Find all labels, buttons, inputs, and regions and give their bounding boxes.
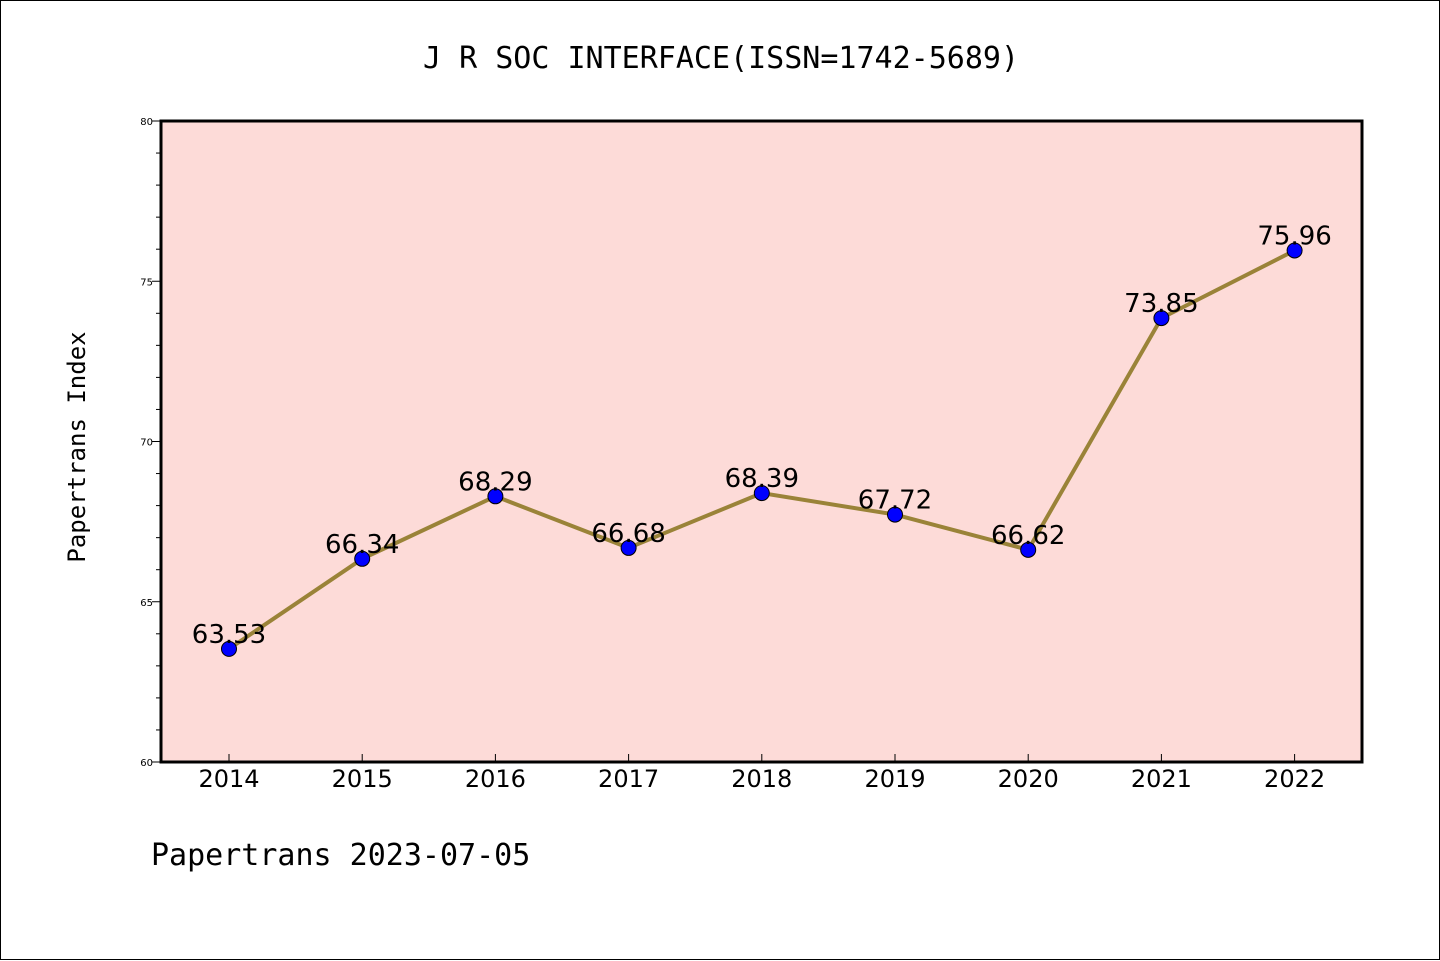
x-tick-label: 2015 (332, 765, 393, 793)
y-tick-label: 80 (140, 117, 153, 128)
data-point (221, 640, 237, 657)
plot-border (159, 119, 1364, 764)
data-label: 66.34 (325, 530, 399, 560)
x-tick-label: 2018 (731, 765, 792, 793)
data-point (887, 506, 903, 523)
plot-area (161, 121, 1362, 762)
y-tick-label: 65 (140, 598, 153, 609)
x-tick-label: 2014 (198, 765, 259, 793)
data-label: 68.39 (725, 464, 799, 494)
x-tick-label: 2016 (465, 765, 526, 793)
data-label: 63.53 (192, 620, 266, 650)
data-label: 75.96 (1257, 221, 1331, 251)
data-point (487, 488, 504, 505)
y-axis-label: Papertrans Index (63, 331, 91, 562)
data-label: 66.68 (591, 519, 665, 549)
y-axis: 60 65 70 75 80 (140, 117, 161, 769)
data-point (753, 485, 770, 502)
y-tick-label: 75 (140, 277, 153, 288)
y-tick-label: 60 (140, 758, 153, 769)
data-labels: 63.53 66.34 68.29 66.68 68.39 67.72 66.62 73.85… (192, 221, 1332, 649)
x-tick-label: 2017 (598, 765, 659, 793)
footer-text: Papertrans 2023-07-05 (151, 838, 530, 873)
data-point (1020, 541, 1037, 558)
x-tick-label: 2019 (864, 765, 925, 793)
chart-title: J R SOC INTERFACE(ISSN=1742-5689) (423, 41, 1019, 76)
x-tick-label: 2022 (1264, 765, 1325, 793)
x-axis: 2014 2015 2016 2017 2018 2019 2020 2021 2022 (198, 754, 1325, 793)
data-label: 73.85 (1124, 289, 1198, 319)
data-point (1153, 310, 1170, 327)
x-tick-label: 2020 (998, 765, 1059, 793)
data-markers (221, 242, 1303, 657)
x-tick-label: 2021 (1131, 765, 1192, 793)
data-label: 67.72 (858, 486, 932, 516)
data-point (1286, 242, 1303, 259)
data-label: 68.29 (458, 467, 532, 497)
data-point (354, 550, 371, 567)
data-point (620, 539, 637, 556)
y-tick-label: 70 (140, 438, 153, 449)
data-label: 66.62 (991, 521, 1065, 551)
